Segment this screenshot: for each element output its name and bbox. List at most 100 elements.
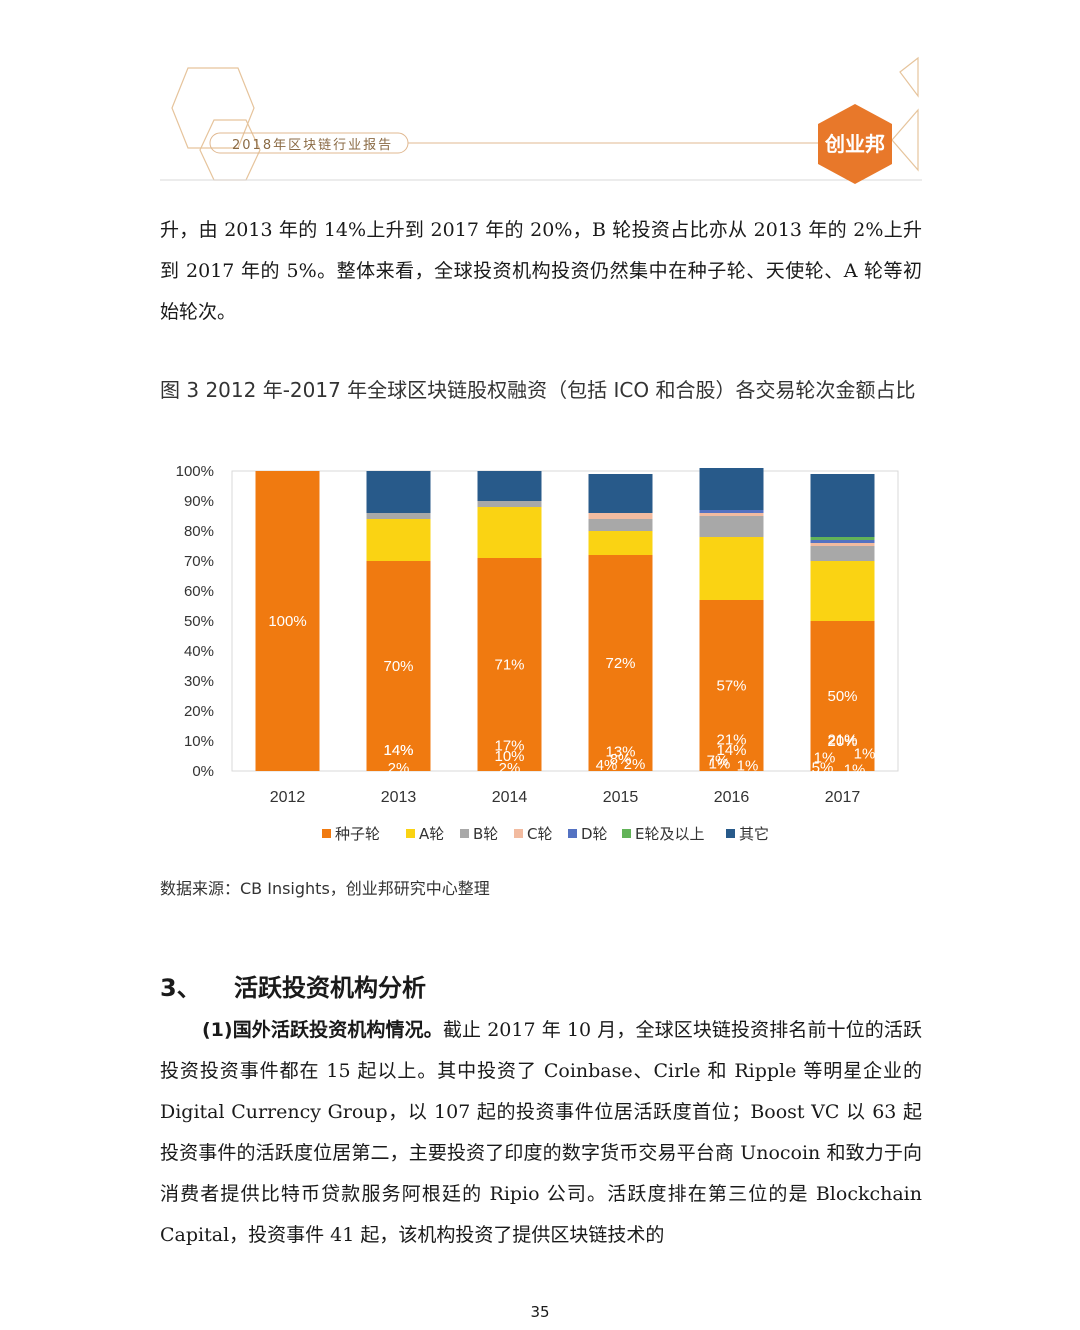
bar-segment — [366, 519, 431, 561]
bar-segment — [255, 471, 320, 771]
legend-swatch — [514, 829, 523, 838]
legend-swatch — [568, 829, 577, 838]
plot-area — [231, 470, 899, 772]
data-label: 1% — [709, 756, 731, 773]
data-label: 71% — [494, 657, 524, 674]
brand-logo — [818, 104, 892, 184]
y-tick-label: 90% — [184, 493, 214, 510]
legend-label: 其它 — [739, 825, 769, 843]
bar-segment — [810, 537, 875, 540]
legend-swatch — [460, 829, 469, 838]
x-tick-label: 2016 — [714, 789, 750, 806]
data-label: 14% — [716, 742, 746, 759]
bar-segment — [366, 561, 431, 771]
x-tick-label: 2012 — [270, 789, 306, 806]
bar-segment — [810, 546, 875, 561]
bar-segment — [699, 510, 764, 513]
data-label: 1% — [844, 762, 866, 779]
bar-segment — [810, 474, 875, 537]
y-tick-label: 10% — [184, 733, 214, 750]
brand-logo-text: 创业邦 — [825, 132, 885, 156]
bar-segment — [366, 471, 431, 513]
data-label: 21% — [827, 732, 857, 749]
data-label: 8% — [610, 751, 632, 768]
section-number: 3、 — [160, 974, 201, 1002]
data-label: 57% — [716, 678, 746, 695]
data-label: 2% — [624, 756, 646, 773]
legend-label: 种子轮 — [335, 825, 380, 843]
data-label: 21% — [716, 732, 746, 749]
legend-swatch — [622, 829, 631, 838]
body-text: 截止 2017 年 10 月，全球区块链投资排名前十位的活跃投资投资事件都在 1… — [160, 1019, 922, 1246]
bar-segment — [699, 516, 764, 537]
bar-segment — [810, 540, 875, 543]
bar-segment — [699, 537, 764, 600]
data-label: 70% — [383, 658, 413, 675]
legend-label: B轮 — [473, 825, 498, 843]
bar-segment — [699, 513, 764, 516]
data-label: 20% — [827, 733, 857, 750]
y-tick-label: 80% — [184, 523, 214, 540]
bar-segment — [588, 474, 653, 513]
page-number: 35 — [530, 1303, 550, 1321]
x-tick-label: 2017 — [825, 789, 861, 806]
y-tick-label: 50% — [184, 613, 214, 630]
data-label: 14% — [383, 742, 413, 759]
body-paragraph: (1)国外活跃投资机构情况。截止 2017 年 10 月，全球区块链投资排名前十… — [160, 1010, 922, 1256]
data-label: 13% — [605, 744, 635, 761]
header-title: 2018年区块链行业报告 — [232, 138, 394, 153]
data-label: 7% — [707, 753, 729, 770]
bar-segment — [588, 513, 653, 519]
legend-label: D轮 — [581, 825, 608, 843]
chart-source: 数据来源：CB Insights，创业邦研究中心整理 — [160, 879, 490, 898]
x-tick-label: 2015 — [603, 789, 639, 806]
legend-swatch — [726, 829, 735, 838]
y-tick-label: 40% — [184, 643, 214, 660]
bar-segment — [810, 621, 875, 771]
legend-label: E轮及以上 — [635, 825, 704, 843]
legend-swatch — [406, 829, 415, 838]
data-label: 1% — [854, 746, 876, 763]
bar-segment — [810, 561, 875, 621]
y-tick-label: 60% — [184, 583, 214, 600]
data-label: 100% — [268, 613, 306, 630]
data-label: 1% — [737, 758, 759, 775]
intro-paragraph: 升，由 2013 年的 14%上升到 2017 年的 20%，B 轮投资占比亦从… — [160, 219, 922, 323]
data-label: 2% — [388, 760, 410, 777]
y-tick-label: 20% — [184, 703, 214, 720]
body-lead: (1)国外活跃投资机构情况。 — [202, 1019, 443, 1041]
bar-segment — [588, 519, 653, 531]
data-label: 72% — [605, 655, 635, 672]
x-tick-label: 2013 — [381, 789, 417, 806]
y-tick-label: 70% — [184, 553, 214, 570]
bar-segment — [699, 600, 764, 771]
bar-segment — [588, 555, 653, 771]
x-tick-label: 2014 — [492, 789, 528, 806]
bar-segment — [810, 543, 875, 546]
bar-segment — [699, 468, 764, 510]
figure-caption: 图 3 2012 年-2017 年全球区块链股权融资（包括 ICO 和合股）各交… — [160, 378, 916, 402]
y-tick-label: 30% — [184, 673, 214, 690]
legend-swatch — [322, 829, 331, 838]
legend-label: A轮 — [419, 825, 444, 843]
data-label: 2% — [499, 760, 521, 777]
y-tick-label: 0% — [192, 763, 214, 780]
y-tick-label: 100% — [176, 463, 214, 480]
bar-segment — [477, 471, 542, 501]
bar-segment — [477, 507, 542, 558]
data-label: 4% — [596, 757, 618, 774]
legend-label: C轮 — [527, 825, 552, 843]
data-label: 5% — [812, 760, 834, 777]
data-label: 14% — [383, 742, 413, 759]
header-decoration — [160, 56, 922, 181]
data-label: 50% — [827, 688, 857, 705]
stacked-bar-chart: 0% 10% 20% 30% 40% 50% 60% 70% 80% 90% 100% 2012 201… — [176, 463, 899, 843]
bar-segment — [477, 501, 542, 507]
data-label: 10% — [494, 748, 524, 765]
section-title: 活跃投资机构分析 — [234, 974, 426, 1002]
bar-segment — [588, 531, 653, 555]
data-label: 1% — [814, 750, 836, 767]
data-label: 17% — [494, 738, 524, 755]
bar-segment — [366, 513, 431, 519]
bar-segment — [477, 558, 542, 771]
